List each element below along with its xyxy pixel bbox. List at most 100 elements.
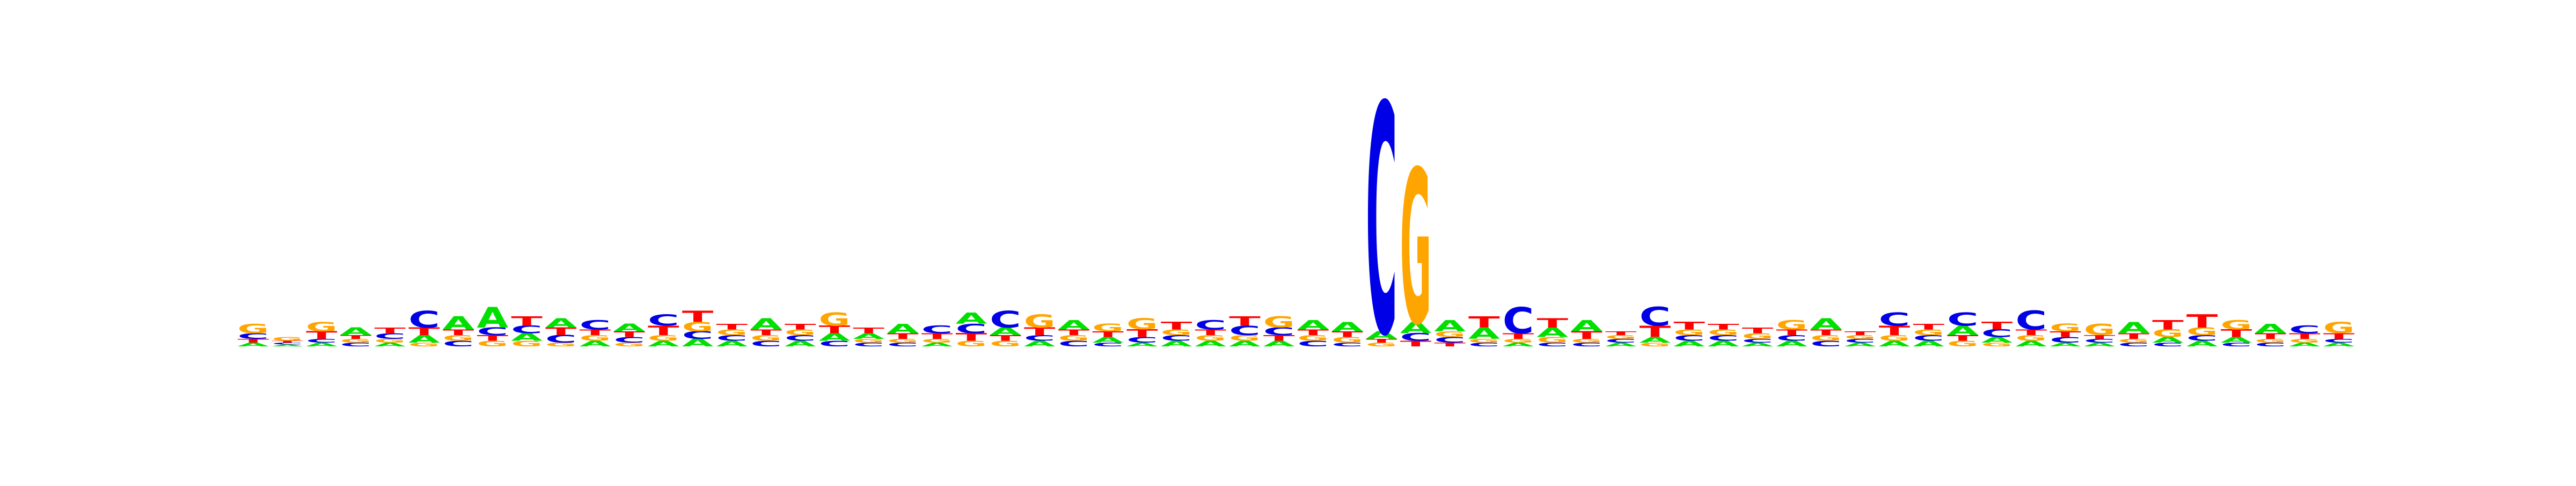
logo-letter-G: G bbox=[1024, 311, 1056, 332]
logo-letter-G: G bbox=[1058, 333, 1090, 343]
logo-letter-A: A bbox=[443, 313, 474, 334]
logo-letter-A: A bbox=[1537, 325, 1569, 340]
logo-letter-T: T bbox=[1913, 322, 1944, 331]
logo-letter-A: A bbox=[648, 339, 679, 349]
logo-letter-C: C bbox=[887, 342, 919, 347]
logo-letter-G: G bbox=[1879, 333, 1911, 343]
logo-letter-G: G bbox=[1331, 336, 1363, 345]
logo-letter-A: A bbox=[785, 339, 816, 349]
logo-letter-T: T bbox=[374, 326, 406, 335]
logo-letter-A: A bbox=[374, 342, 406, 347]
logo-letter-A: A bbox=[2084, 342, 2116, 347]
logo-letter-T: T bbox=[853, 326, 884, 335]
logo-letter-A: A bbox=[1024, 339, 1056, 349]
logo-letter-G: G bbox=[1434, 330, 1466, 339]
logo-letter-A: A bbox=[545, 316, 577, 331]
logo-letter-G: G bbox=[1229, 333, 1261, 343]
logo-letter-G: G bbox=[1126, 315, 1158, 333]
logo-letter-C: C bbox=[853, 342, 884, 347]
logo-letter-G: G bbox=[2118, 338, 2150, 344]
logo-letter-C: C bbox=[819, 339, 851, 349]
logo-letter-A: A bbox=[1331, 320, 1363, 335]
logo-letter-G: G bbox=[613, 342, 645, 347]
logo-letter-A: A bbox=[1503, 342, 1534, 347]
logo-letter-G: G bbox=[785, 328, 816, 337]
logo-letter-T: T bbox=[306, 329, 338, 341]
logo-letter-G: G bbox=[1571, 338, 1602, 344]
logo-letter-A: A bbox=[1879, 339, 1911, 349]
logo-letter-A: A bbox=[2221, 336, 2252, 345]
logo-letter-A: A bbox=[1263, 339, 1295, 349]
logo-letter-C: C bbox=[2186, 333, 2218, 343]
logo-letter-C: C bbox=[2050, 336, 2081, 345]
logo-letter-G: G bbox=[1708, 328, 1739, 337]
logo-letter-T: T bbox=[887, 332, 919, 341]
logo-letter-G: G bbox=[1503, 338, 1534, 344]
logo-letter-T: T bbox=[955, 331, 987, 343]
logo-letter-C: C bbox=[1845, 338, 1876, 344]
logo-letter-G: G bbox=[990, 339, 1021, 349]
logo-letter-A: A bbox=[238, 342, 269, 347]
logo-letter-C: C bbox=[1810, 339, 1842, 349]
logo-letter-A: A bbox=[1981, 336, 2013, 345]
logo-letter-A: A bbox=[1229, 339, 1261, 349]
logo-letter-A: A bbox=[613, 322, 645, 334]
logo-letter-T: T bbox=[785, 322, 816, 331]
logo-letter-G: G bbox=[306, 320, 338, 335]
logo-letter-A: A bbox=[1468, 324, 1500, 343]
logo-letter-C: C bbox=[1776, 333, 1807, 343]
logo-letter-C: C bbox=[1468, 342, 1500, 347]
logo-letter-G: G bbox=[1195, 333, 1226, 343]
logo-letter-G: G bbox=[580, 333, 611, 343]
logo-letter-T: T bbox=[1845, 330, 1876, 336]
logo-letter-T: T bbox=[2323, 332, 2355, 341]
logo-letter-C: C bbox=[2289, 324, 2321, 336]
logo-letter-C: C bbox=[1229, 323, 1261, 338]
logo-letter-A: A bbox=[1571, 317, 1602, 335]
logo-letter-C: C bbox=[1263, 325, 1295, 337]
logo-letter-C: C bbox=[340, 342, 372, 347]
logo-letter-G: G bbox=[2050, 322, 2081, 333]
logo-letter-C: C bbox=[648, 311, 679, 330]
logo-letter-T: T bbox=[1366, 338, 1397, 344]
logo-letter-C: C bbox=[2015, 306, 2047, 336]
logo-letter-T: T bbox=[750, 328, 782, 337]
logo-letter-T: T bbox=[1742, 326, 1774, 335]
logo-letter-T: T bbox=[819, 324, 851, 336]
logo-letter-A: A bbox=[1913, 339, 1944, 349]
logo-letter-G: G bbox=[1366, 342, 1397, 347]
logo-letter-G: G bbox=[955, 339, 987, 349]
logo-letter-A: A bbox=[2186, 339, 2218, 349]
logo-letter-A: A bbox=[2323, 342, 2355, 347]
logo-letter-T: T bbox=[1161, 320, 1192, 332]
logo-letter-T: T bbox=[545, 325, 577, 337]
logo-letter-T: T bbox=[1331, 330, 1363, 339]
logo-letter-C: C bbox=[1434, 336, 1466, 345]
logo-letter-A: A bbox=[1400, 319, 1432, 337]
logo-letter-C: C bbox=[955, 321, 987, 336]
logo-letter-T: T bbox=[2152, 317, 2184, 332]
logo-letter-C: C bbox=[1092, 342, 1124, 347]
